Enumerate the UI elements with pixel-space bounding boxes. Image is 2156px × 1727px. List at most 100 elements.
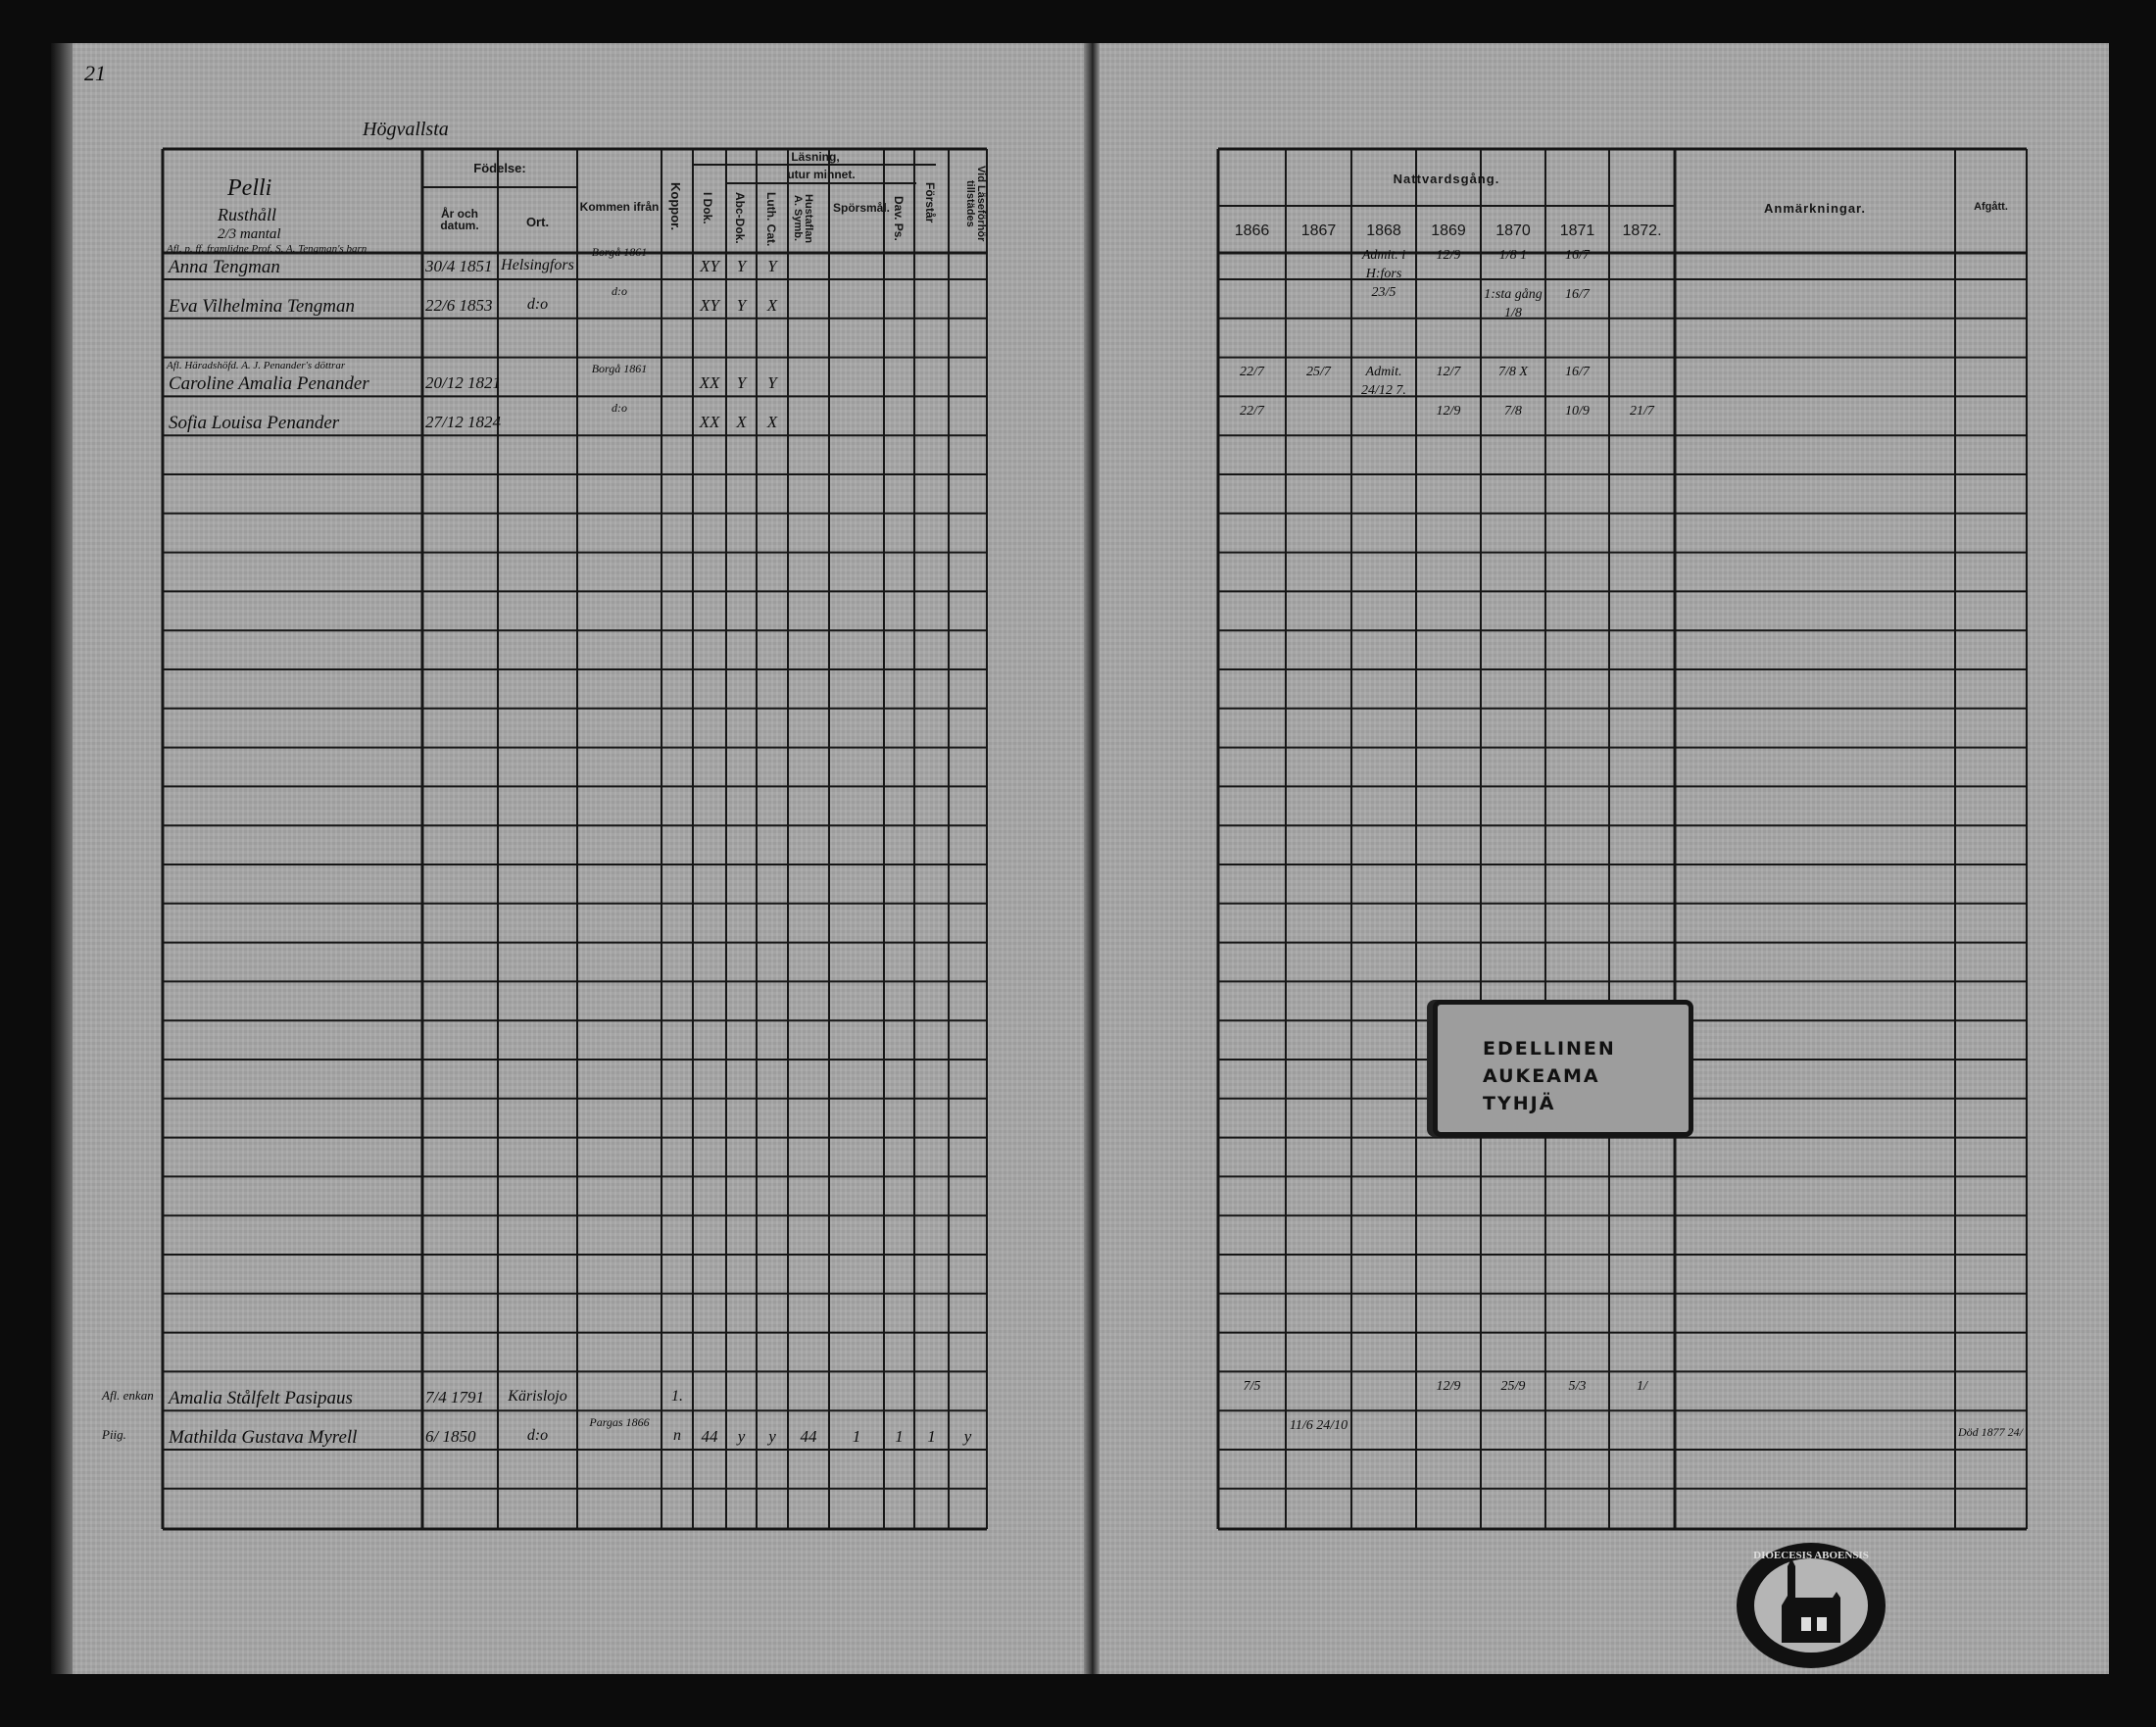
- reading-mark: XY: [700, 257, 719, 275]
- archive-seal-logo: DIOECESIS ABOENSIS: [1737, 1543, 1886, 1668]
- header-year-1: 1867: [1300, 222, 1337, 239]
- communion-date: 11/6 24/10: [1289, 1418, 1348, 1433]
- communion-date: 22/7: [1240, 365, 1264, 380]
- communion-date: 10/9: [1565, 404, 1590, 419]
- communion-date: 12/9: [1436, 248, 1461, 263]
- header-birth-date: År och datum.: [440, 207, 479, 232]
- farm-title: Högvallsta: [363, 119, 449, 140]
- row-margin-note: Afl. enkan: [102, 1388, 154, 1404]
- birth-date: 7/4 1791: [425, 1388, 484, 1407]
- header-year-0: 1866: [1234, 222, 1270, 239]
- reading-mark: Y: [736, 295, 747, 315]
- person-name: Mathilda Gustava Myrell: [169, 1427, 358, 1448]
- header-year-5: 1871: [1559, 222, 1595, 239]
- person-name: Caroline Amalia Penander: [169, 373, 369, 395]
- svg-text:DIOECESIS ABOENSIS: DIOECESIS ABOENSIS: [1753, 1550, 1869, 1561]
- reading-mark: y: [737, 1427, 746, 1446]
- reading-mark: XX: [699, 373, 720, 393]
- header-birth: Födelse:: [473, 161, 526, 175]
- reading-mark: 1: [852, 1427, 861, 1446]
- header-i-dok: I Dok.: [701, 192, 714, 224]
- reading-mark: 44: [800, 1427, 817, 1446]
- reading-mark: X: [766, 413, 778, 432]
- row-margin-note: Piig.: [102, 1427, 126, 1442]
- header-communion: Nattvardsgång.: [1393, 172, 1500, 186]
- birth-place: d:o: [526, 295, 549, 313]
- book-spine: [51, 43, 73, 1674]
- reading-mark: X: [766, 295, 778, 315]
- header-year-2: 1868: [1366, 222, 1401, 239]
- header-birth-place: Ort.: [525, 215, 550, 229]
- header-luth-cat: Luth. Cat.: [764, 192, 778, 247]
- header-sporsmal: Spörsmål.: [833, 201, 891, 215]
- came-from: d:o: [612, 401, 627, 416]
- person-name: Anna Tengman: [169, 257, 280, 277]
- birth-date: 22/6 1853: [425, 295, 493, 315]
- communion-date: 16/7: [1565, 286, 1590, 302]
- farm-type: Rusthåll: [218, 205, 277, 224]
- came-from: Borgå 1861: [591, 362, 648, 376]
- communion-date: 7/8 X: [1498, 365, 1528, 380]
- communion-date: 21/7: [1630, 404, 1654, 419]
- farm-name: Pelli: [227, 175, 272, 201]
- reading-mark: 1: [927, 1427, 936, 1446]
- header-remarks: Anmärkningar.: [1763, 201, 1867, 216]
- communion-date: 7/8: [1504, 404, 1522, 419]
- header-forstar: Förstår: [923, 182, 937, 223]
- came-from: Borgå 1861: [591, 245, 648, 259]
- communion-date: 22/7: [1240, 404, 1264, 419]
- header-pox: Koppor.: [668, 182, 683, 231]
- reading-mark: 1: [895, 1427, 904, 1446]
- person-name: Eva Vilhelmina Tengman: [169, 295, 355, 317]
- communion-date: 7/5: [1243, 1379, 1261, 1395]
- reading-mark: XY: [700, 295, 719, 315]
- reading-mark: y: [963, 1427, 972, 1446]
- row-note: Afl. p. ff. framlidne Prof. S. A. Tengma…: [167, 243, 368, 255]
- communion-date: Admit. i H:fors 23/5: [1361, 248, 1406, 300]
- birth-date: 30/4 1851: [425, 257, 493, 275]
- page-number: 21: [84, 61, 106, 85]
- reading-mark: y: [768, 1427, 776, 1446]
- person-name: Sofia Louisa Penander: [169, 413, 340, 434]
- birth-place: Kärislojo: [508, 1388, 567, 1406]
- came-from: d:o: [612, 283, 627, 298]
- communion-date: Admit. 24/12 7.: [1361, 365, 1406, 399]
- communion-date: 12/7: [1436, 365, 1461, 380]
- communion-date: 1/8 1: [1498, 248, 1528, 263]
- header-dav-ps: Dav. Ps.: [892, 196, 906, 241]
- reading-mark: 44: [701, 1427, 718, 1446]
- communion-date: 25/9: [1500, 1379, 1526, 1395]
- communion-date: 1/: [1637, 1379, 1647, 1395]
- label-line: EDELLINEN: [1483, 1038, 1616, 1060]
- header-abc-dok: Abc-Dok.: [733, 192, 747, 244]
- reading-mark: Y: [767, 257, 777, 275]
- label-line: TYHJÄ: [1483, 1093, 1556, 1114]
- center-fold: [1084, 43, 1100, 1674]
- reading-mark: X: [736, 413, 747, 432]
- reading-mark: Y: [736, 373, 747, 393]
- communion-date: 5/3: [1568, 1379, 1587, 1395]
- birth-place: Helsingfors: [501, 257, 574, 273]
- birth-date: 27/12 1824: [425, 413, 501, 432]
- reading-mark: Y: [767, 373, 777, 393]
- reading-mark: Y: [736, 257, 747, 275]
- birth-place: d:o: [526, 1427, 549, 1444]
- person-name: Amalia Stålfelt Pasipaus: [169, 1388, 353, 1409]
- farm-mantal: 2/3 mantal: [218, 226, 281, 242]
- communion-date: 16/7: [1565, 365, 1590, 380]
- birth-date: 20/12 1821: [425, 373, 501, 393]
- header-year-4: 1870: [1495, 222, 1531, 239]
- header-attended: Vid Läseförhör tillstädes: [964, 166, 987, 242]
- header-hustaflan: Hustaflan A. Symb.: [792, 193, 814, 244]
- communion-date: 16/7: [1565, 248, 1590, 263]
- header-reading: Läsning,: [791, 150, 840, 164]
- register-page-spread: [51, 43, 2109, 1674]
- label-line: AUKEAMA: [1483, 1065, 1600, 1087]
- came-from: Pargas 1866: [589, 1415, 650, 1429]
- pasted-empty-spread-label: EDELLINEN AUKEAMA TYHJÄ: [1433, 1000, 1693, 1137]
- departed-note: Död 1877 24/: [1958, 1425, 2023, 1439]
- header-by-heart: utur minnet.: [787, 168, 856, 181]
- communion-date: 12/9: [1436, 404, 1461, 419]
- communion-date: 1:sta gång 1/8: [1484, 286, 1543, 321]
